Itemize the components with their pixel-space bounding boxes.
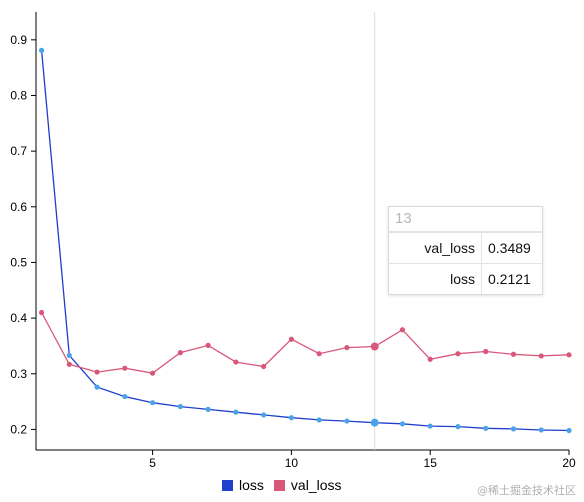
- data-point-val-loss: [149, 370, 156, 376]
- data-point-loss: [122, 393, 128, 400]
- x-tick-label: 10: [285, 456, 299, 470]
- tooltip-value: 0.3489: [481, 232, 542, 264]
- data-point-val-loss: [38, 309, 45, 316]
- data-point-loss: [205, 406, 211, 412]
- tooltip-table: val_loss 0.3489 loss 0.2121: [389, 232, 542, 294]
- series-points: [38, 47, 572, 434]
- data-point-loss: [370, 418, 379, 427]
- data-point-val-loss: [122, 365, 128, 371]
- x-tick-label: 20: [562, 456, 576, 470]
- data-point-loss: [455, 424, 461, 430]
- data-point-loss: [233, 409, 239, 415]
- axes: 0.2 0.3 0.4 0.5 0.6 0.7 0.8 0.9 5 10 15 20: [10, 12, 576, 470]
- data-point-val-loss: [510, 351, 517, 357]
- data-point-loss: [427, 423, 433, 429]
- data-point-val-loss: [316, 351, 322, 357]
- tooltip-row: val_loss 0.3489: [389, 232, 542, 264]
- legend-label-loss: loss: [239, 477, 264, 493]
- data-point-loss: [66, 352, 72, 358]
- data-point-val-loss: [427, 356, 433, 362]
- data-point-val-loss: [177, 350, 183, 356]
- y-tick-label: 0.8: [10, 88, 27, 102]
- series-line-val-loss: [41, 312, 570, 374]
- data-point-loss: [510, 426, 517, 432]
- y-tick-label: 0.7: [10, 144, 27, 158]
- data-point-loss: [288, 415, 294, 421]
- data-point-loss: [316, 417, 322, 423]
- y-tick-label: 0.4: [10, 311, 27, 325]
- x-tick-label: 5: [149, 456, 156, 470]
- data-point-loss: [261, 412, 267, 418]
- legend-swatch-loss: [222, 479, 233, 491]
- legend-item-val-loss[interactable]: val_loss: [273, 477, 342, 493]
- tooltip-value: 0.2121: [481, 263, 542, 294]
- data-point-val-loss: [344, 344, 350, 351]
- legend-swatch-val-loss: [273, 479, 285, 491]
- data-point-val-loss: [370, 342, 379, 351]
- data-point-val-loss: [399, 327, 406, 333]
- y-tick-label: 0.6: [10, 200, 27, 214]
- data-point-val-loss: [483, 348, 489, 355]
- data-point-val-loss: [66, 361, 72, 367]
- data-point-val-loss: [205, 342, 211, 348]
- series-line-loss: [40, 50, 570, 432]
- y-tick-label: 0.9: [10, 33, 27, 47]
- data-point-val-loss: [455, 351, 461, 357]
- data-point-val-loss: [261, 363, 267, 370]
- data-point-loss: [344, 418, 350, 424]
- series-lines: [40, 50, 570, 432]
- y-tick-label: 0.5: [10, 255, 27, 269]
- data-point-val-loss: [566, 352, 572, 358]
- data-point-val-loss: [94, 369, 100, 375]
- data-point-loss: [177, 403, 183, 410]
- data-point-loss: [38, 47, 45, 54]
- tooltip-label: val_loss: [389, 232, 482, 264]
- data-point-val-loss: [538, 353, 544, 359]
- y-tick-label: 0.2: [10, 422, 27, 436]
- data-point-loss: [399, 421, 406, 427]
- data-point-loss: [149, 400, 156, 406]
- x-tick-label: 15: [424, 456, 438, 470]
- legend-label-val-loss: val_loss: [290, 477, 342, 493]
- watermark: @稀土掘金技术社区: [477, 484, 576, 497]
- legend: loss val_loss: [222, 477, 352, 493]
- data-point-loss: [483, 425, 489, 431]
- data-point-val-loss: [288, 336, 294, 342]
- tooltip-row: loss 0.2121: [389, 263, 542, 294]
- data-point-loss: [94, 384, 100, 390]
- tooltip-title: 13: [389, 207, 542, 232]
- data-point-val-loss: [233, 359, 239, 365]
- line-chart: 0.2 0.3 0.4 0.5 0.6 0.7 0.8 0.9 5 10 15 20: [10, 12, 576, 470]
- y-tick-label: 0.3: [10, 367, 27, 381]
- legend-item-loss[interactable]: loss: [222, 477, 264, 493]
- tooltip-label: loss: [389, 263, 482, 294]
- data-point-loss: [566, 427, 572, 434]
- data-point-loss: [538, 427, 544, 433]
- tooltip: 13 val_loss 0.3489 loss 0.2121: [388, 206, 543, 295]
